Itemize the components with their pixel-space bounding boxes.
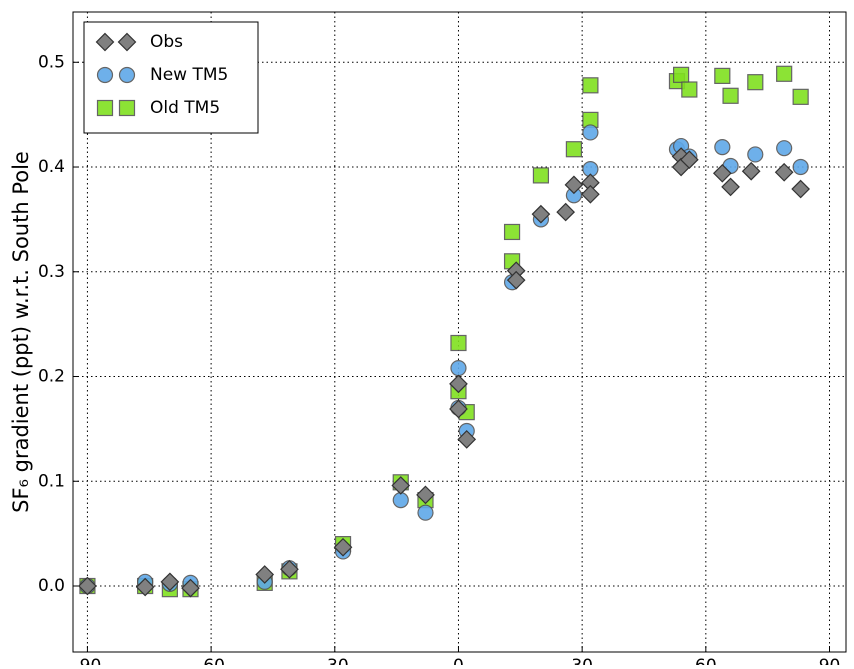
point <box>160 572 180 592</box>
point <box>791 179 810 199</box>
point <box>581 184 600 204</box>
point <box>280 559 299 579</box>
point <box>531 204 551 224</box>
legend-label: New TM5 <box>150 65 228 85</box>
point <box>391 476 411 495</box>
y-tick-label: 0.3 <box>38 262 65 282</box>
point <box>506 270 526 290</box>
point <box>564 175 584 195</box>
point <box>722 87 739 104</box>
point <box>582 124 599 141</box>
point <box>712 163 732 183</box>
point <box>714 139 731 156</box>
x-tick-label: -90 <box>74 656 102 665</box>
x-tick-label: 0 <box>453 656 464 665</box>
point <box>416 485 435 505</box>
point <box>392 492 409 509</box>
point <box>450 334 467 352</box>
legend-marker <box>96 66 114 84</box>
legend-label: Old TM5 <box>150 98 220 118</box>
point <box>450 360 467 377</box>
y-tick-label: 0.0 <box>38 576 65 596</box>
legend-marker <box>118 66 136 84</box>
point <box>255 565 275 584</box>
point <box>672 66 690 83</box>
point <box>417 504 434 521</box>
point <box>181 578 200 598</box>
point <box>747 146 764 163</box>
point <box>449 399 468 419</box>
x-tick-label: -60 <box>197 656 225 665</box>
point <box>679 150 699 170</box>
point <box>681 81 698 98</box>
y-tick-label: 0.4 <box>38 157 65 177</box>
point <box>714 67 731 84</box>
y-tick-label: 0.1 <box>38 471 65 491</box>
point <box>333 537 353 557</box>
point <box>582 77 599 94</box>
point <box>747 74 764 91</box>
legend-marker <box>118 99 136 117</box>
point <box>776 140 793 157</box>
legend-label: Obs <box>150 32 183 52</box>
point <box>556 202 576 222</box>
point <box>776 65 793 82</box>
plot-frame <box>72 11 847 653</box>
x-tick-label: 90 <box>819 656 841 665</box>
point <box>792 158 809 176</box>
point <box>503 223 521 241</box>
point <box>565 141 583 158</box>
legend-marker <box>117 32 137 52</box>
point <box>78 576 97 596</box>
y-tick-label: 0.5 <box>38 52 65 72</box>
legend-marker <box>95 32 115 52</box>
x-tick-label: -30 <box>321 656 349 665</box>
point <box>792 88 809 105</box>
point <box>135 577 155 597</box>
point <box>774 162 794 182</box>
point <box>457 430 477 449</box>
point <box>532 167 550 184</box>
x-tick-label: 30 <box>571 656 593 665</box>
legend-marker <box>96 99 114 117</box>
y-tick-label: 0.2 <box>38 367 65 387</box>
point <box>721 177 740 197</box>
x-tick-label: 60 <box>695 656 717 665</box>
point <box>449 374 468 394</box>
y-axis-label: SF₆ gradient (ppt) w.r.t. South Pole <box>9 151 33 513</box>
point <box>741 161 761 181</box>
